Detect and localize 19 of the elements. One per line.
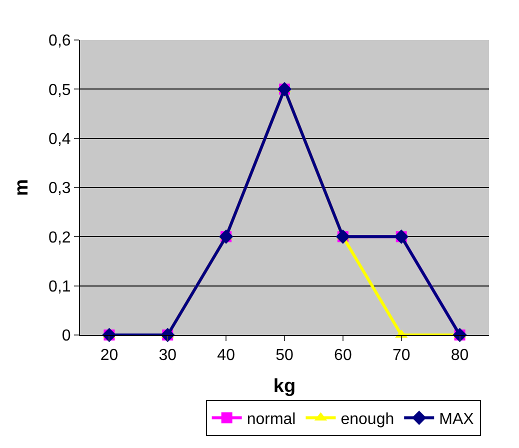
y-tick-label: 0 — [62, 328, 71, 345]
x-tick-label: 60 — [334, 347, 352, 364]
legend-label: normal — [246, 411, 296, 428]
legend-label: enough — [340, 411, 394, 428]
x-tick-label: 20 — [100, 347, 118, 364]
x-axis-title: kg — [273, 376, 296, 397]
y-tick-label: 0,2 — [48, 229, 71, 246]
x-tick-label: 30 — [158, 347, 177, 364]
x-tick-label: 40 — [217, 347, 236, 364]
y-tick-label: 0,6 — [48, 32, 71, 50]
x-tick-label: 50 — [276, 347, 294, 364]
y-tick-label: 0,4 — [48, 130, 71, 148]
legend-label: MAX — [439, 411, 474, 428]
x-tick-label: 80 — [450, 347, 469, 364]
y-axis-title: m — [11, 179, 32, 196]
y-tick-label: 0,1 — [48, 278, 71, 296]
y-tick-label: 0,5 — [48, 82, 71, 99]
y-tick-label: 0,3 — [48, 180, 71, 198]
x-tick-label: 70 — [392, 347, 410, 364]
